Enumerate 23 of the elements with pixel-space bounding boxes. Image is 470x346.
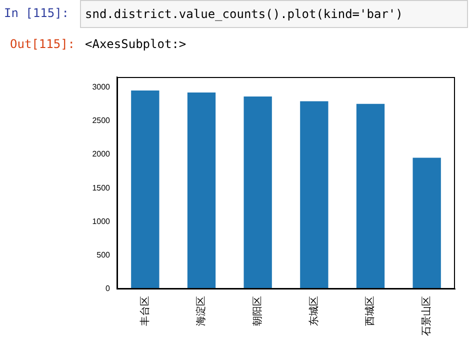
text: <AxesSubplot:> <box>85 37 186 51</box>
y-tick-label: 3000 <box>92 82 111 92</box>
x-tick-label: 丰台区 <box>138 296 151 326</box>
x-tick-label: 海淀区 <box>195 296 208 326</box>
bar <box>187 92 216 289</box>
x-tick-label: 东城区 <box>308 296 320 326</box>
y-tick-label: 2000 <box>92 150 111 159</box>
y-tick-label: 0 <box>106 284 111 294</box>
x-tick-label: 西城区 <box>364 296 376 326</box>
bar <box>300 101 328 289</box>
y-tick-label: 1000 <box>92 216 111 226</box>
text: snd.district.value_counts().plot(kind='bar') <box>85 7 403 21</box>
bar <box>356 104 385 289</box>
bar <box>131 90 160 289</box>
bar <box>412 158 441 289</box>
x-tick-label: 朝阳区 <box>251 296 264 326</box>
text: Out[115]: <box>10 37 76 51</box>
y-tick-label: 2500 <box>92 116 111 125</box>
x-tick-label: 石景山区 <box>420 296 432 336</box>
y-tick-label: 500 <box>96 250 111 260</box>
bar <box>244 96 272 289</box>
text: In [115]: <box>4 6 70 20</box>
y-tick-label: 1500 <box>92 183 111 192</box>
